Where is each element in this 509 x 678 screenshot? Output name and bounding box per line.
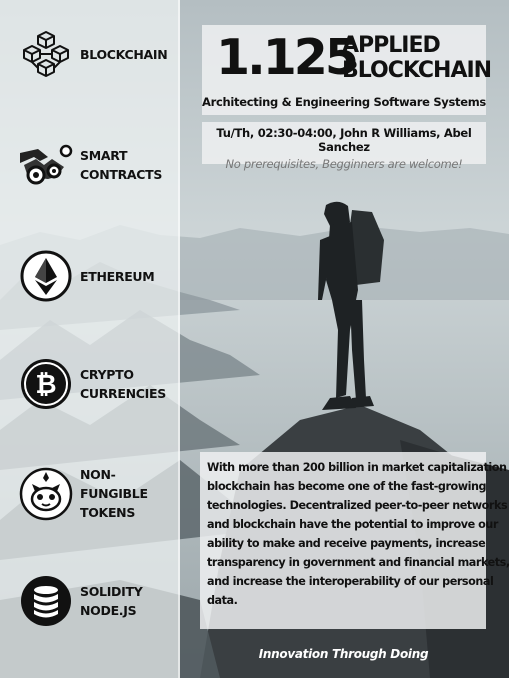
sidebar-item-label: NON-FUNGIBLE TOKENS [80,465,176,522]
sidebar-item-label: SMART CONTRACTS [80,146,162,184]
description-line: transparency in government and financial… [207,556,509,569]
tagline: Innovation Through Doing [258,647,429,661]
description-line: ability to make and receive payments, in… [207,537,486,550]
prerequisites-text: No prerequisites, Begginners are welcome… [225,157,463,171]
ethereum-icon [20,250,72,302]
svg-text:₿: ₿ [35,370,56,400]
hiker-silhouette [318,201,384,410]
sidebar-item-label: ETHEREUM [80,267,155,286]
description-line: technologies. Decentralized peer-to-peer… [207,499,508,512]
description-line: With more than 200 billion in market cap… [207,461,507,474]
sidebar-item-blockchain: BLOCKCHAIN [18,26,176,82]
sidebar-item-crypto-currencies: ₿ CRYPTO CURRENCIES [18,356,176,412]
description-panel: With more than 200 billion in market cap… [200,452,509,629]
description-line: and increase the interoperability of our… [207,575,494,588]
schedule-text: Tu/Th, 02:30-04:00, John R Williams, Abe… [216,126,472,154]
label-line: CRYPTO [80,367,134,382]
label-line: CURRENCIES [80,386,166,401]
description-line: data. [207,594,238,607]
label-line: NON-FUNGIBLE [80,467,148,501]
bitcoin-icon: ₿ [21,359,71,409]
label-line: CONTRACTS [80,167,163,182]
label-line: BLOCKCHAIN [80,46,168,62]
handshake-gears-icon [20,144,73,185]
course-title: APPLIED BLOCKCHAIN [342,33,492,83]
database-stack-icon [21,576,71,626]
sidebar-item-label: BLOCKCHAIN [80,45,168,64]
label-line: TOKENS [80,505,136,520]
course-subtitle: Architecting & Engineering Software Syst… [202,95,486,109]
course-number: 1.125 [216,29,359,86]
course-title-line: APPLIED [342,33,441,58]
sidebar-item-solidity-nodejs: SOLIDITY NODE.JS [18,573,176,629]
label-line: SOLIDITY [80,584,143,599]
description-line: and blockchain have the potential to imp… [207,518,498,531]
topics-sidebar: BLOCKCHAIN SMART CONTRACTS [0,0,180,678]
label-line: SMART [80,148,128,163]
sidebar-item-ethereum: ETHEREUM [18,248,176,304]
nft-cat-icon [19,467,73,520]
title-panel: 1.125 APPLIED BLOCKCHAIN Architecting & … [202,25,492,115]
sidebar-item-label: CRYPTO CURRENCIES [80,365,166,403]
label-line: ETHEREUM [80,268,155,284]
description-line: blockchain has become one of the fast-gr… [207,480,487,493]
sidebar-item-label: SOLIDITY NODE.JS [80,582,143,620]
schedule-panel: Tu/Th, 02:30-04:00, John R Williams, Abe… [202,122,486,171]
sidebar-item-smart-contracts: SMART CONTRACTS [18,137,176,193]
blockchain-cubes-icon [23,31,69,77]
label-line: NODE.JS [80,603,137,618]
course-title-line: BLOCKCHAIN [342,58,492,83]
sidebar-item-nft: NON-FUNGIBLE TOKENS [18,465,176,522]
